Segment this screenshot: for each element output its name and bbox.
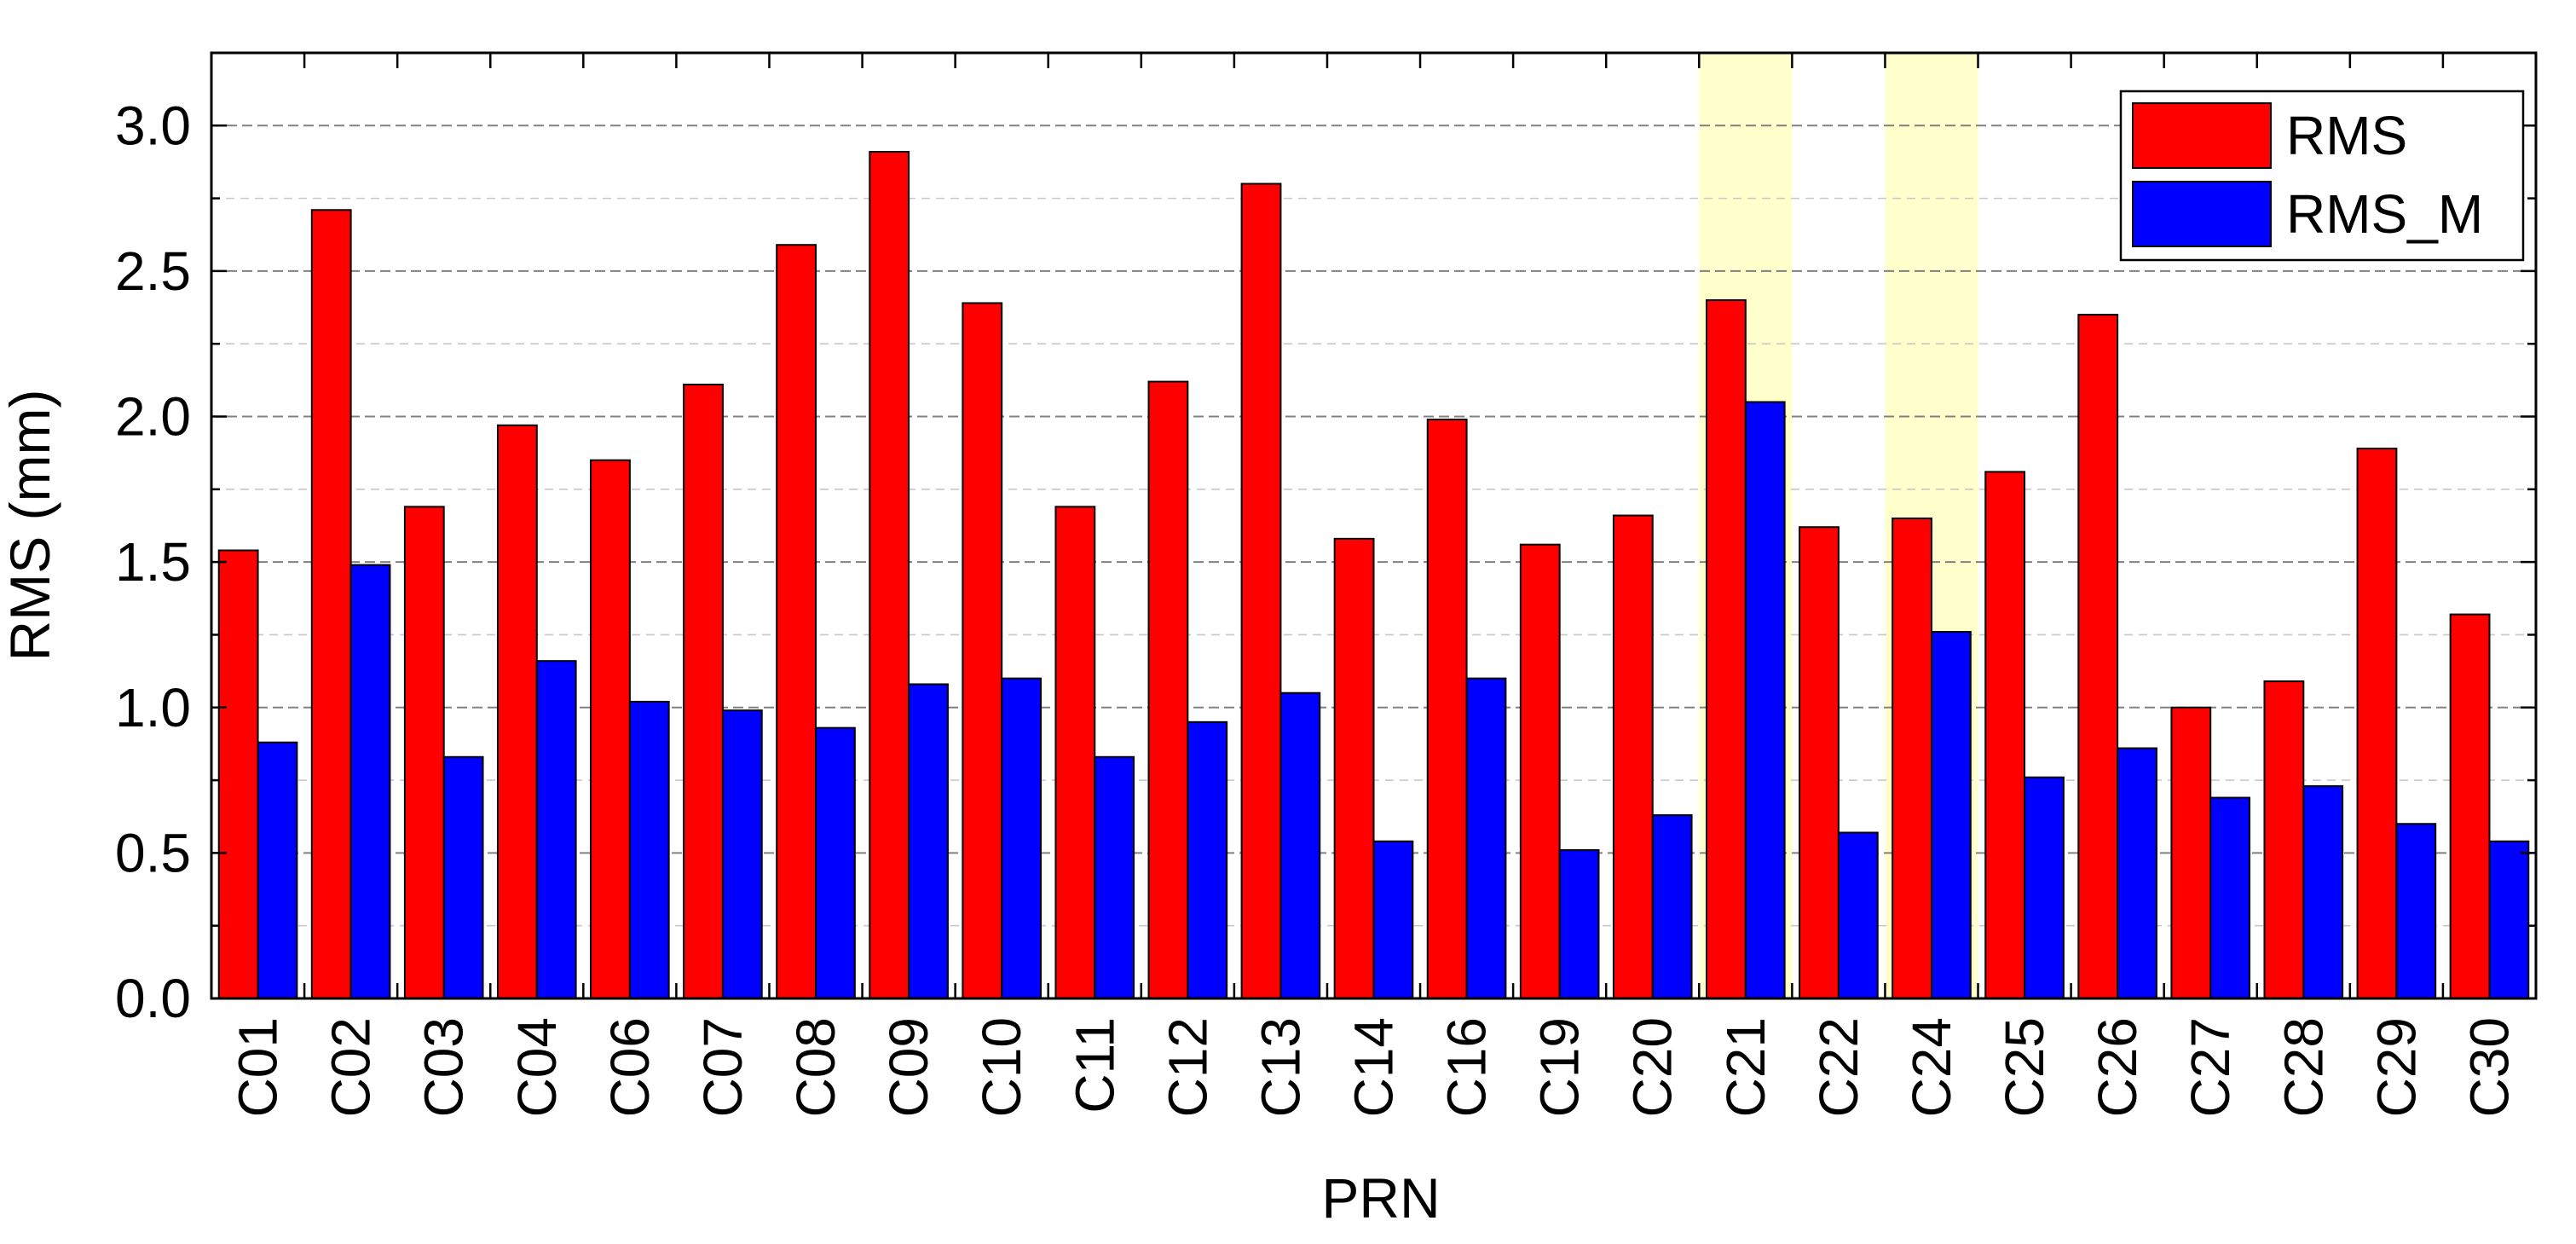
bar-rms-m-c12 — [1187, 720, 1228, 999]
bar-rms-c13 — [1240, 182, 1282, 1000]
bar-rms-m-c21 — [1744, 401, 1786, 999]
axis-ticks — [210, 51, 2538, 1000]
legend-label-rms-m: RMS_M — [2286, 183, 2483, 245]
bars — [217, 151, 2530, 1000]
bar-rms-c01 — [217, 549, 259, 999]
x-tick-label: C30 — [2458, 1017, 2520, 1117]
bar-rms-m-c20 — [1651, 814, 1693, 999]
bar-rms-m-c29 — [2395, 823, 2437, 999]
x-tick-label: C28 — [2273, 1017, 2334, 1117]
x-tick-label: C04 — [506, 1017, 568, 1117]
bar-rms-m-c02 — [349, 564, 391, 999]
bar-rms-m-c13 — [1279, 691, 1321, 999]
y-tick-label: 2.5 — [115, 240, 191, 302]
x-tick-label: C11 — [1064, 1017, 1125, 1114]
bar-rms-c03 — [403, 506, 445, 999]
x-tick-label: C06 — [599, 1017, 661, 1117]
x-tick-label: C21 — [1715, 1017, 1776, 1117]
bar-rms-m-c06 — [628, 700, 670, 1000]
bar-rms-m-c28 — [2302, 784, 2344, 1000]
bar-rms-c10 — [962, 302, 1003, 1000]
x-axis-label: PRN — [1321, 1166, 1440, 1230]
bar-rms-c12 — [1147, 380, 1189, 999]
x-tick-label: C29 — [2365, 1017, 2427, 1117]
bar-rms-m-c30 — [2488, 840, 2530, 1000]
bar-rms-m-c27 — [2209, 796, 2251, 1000]
bar-rms-c26 — [2077, 314, 2119, 1000]
plot-frame — [210, 51, 2538, 1000]
legend-label-rms: RMS — [2286, 105, 2407, 166]
bar-rms-m-c11 — [1094, 755, 1135, 999]
y-tick-label: 2.0 — [115, 386, 191, 448]
y-tick-label: 3.0 — [115, 95, 191, 156]
bar-rms-c08 — [776, 244, 817, 1000]
bar-rms-c20 — [1612, 514, 1654, 999]
bar-rms-m-c09 — [908, 683, 949, 999]
bar-rms-m-c10 — [1001, 677, 1042, 1000]
x-tick-label: C24 — [1901, 1017, 1962, 1117]
legend-swatch-rms — [2132, 102, 2272, 169]
bar-rms-m-c25 — [2024, 776, 2065, 999]
bar-rms-m-c14 — [1372, 840, 1414, 1000]
x-tick-label: C01 — [228, 1017, 289, 1117]
bar-rms-c19 — [1519, 543, 1561, 999]
bar-rms-c29 — [2356, 448, 2398, 999]
x-tick-label: C02 — [321, 1017, 382, 1117]
bar-rms-c11 — [1054, 506, 1096, 999]
bar-rms-c25 — [1984, 471, 2026, 999]
bar-rms-c27 — [2170, 706, 2212, 999]
bar-rms-c02 — [310, 209, 352, 1000]
x-tick-label: C25 — [1994, 1017, 2055, 1117]
bar-rms-c24 — [1892, 517, 1932, 999]
bar-rms-c04 — [496, 424, 538, 999]
y-tick-labels: 0.0 0.5 1.0 1.5 2.0 2.5 3.0 — [115, 95, 191, 1029]
x-tick-labels: C01 C02 C03 C04 C06 C07 C08 C09 C10 C11 C12 C13 C14 C… — [228, 1017, 2521, 1117]
legend-swatch-rms-m — [2132, 181, 2272, 247]
x-tick-label: C19 — [1529, 1017, 1591, 1117]
bar-rms-m-c24 — [1930, 631, 1972, 1000]
x-tick-label: C09 — [878, 1017, 939, 1117]
bar-rms-m-c08 — [815, 726, 856, 999]
x-tick-label: C14 — [1343, 1017, 1405, 1117]
bar-rms-c16 — [1426, 418, 1468, 1000]
bar-rms-m-c01 — [257, 741, 298, 999]
y-axis-label: RMS (mm) — [0, 390, 61, 662]
x-tick-label: C22 — [1808, 1017, 1869, 1117]
x-tick-label: C13 — [1250, 1017, 1311, 1117]
x-tick-label: C20 — [1622, 1017, 1684, 1117]
bar-rms-c22 — [1799, 526, 1840, 999]
x-tick-label: C07 — [692, 1017, 754, 1117]
x-tick-label: C12 — [1157, 1017, 1218, 1117]
bar-rms-m-c16 — [1465, 677, 1507, 1000]
bar-rms-c21 — [1706, 299, 1747, 999]
y-tick-label: 1.5 — [115, 531, 191, 593]
legend: RMS RMS_M — [2119, 90, 2525, 262]
y-tick-label: 1.0 — [115, 677, 191, 738]
bar-rms-m-c22 — [1837, 831, 1879, 1000]
x-tick-label: C08 — [785, 1017, 846, 1117]
bar-rms-m-c03 — [442, 755, 484, 999]
bar-rms-c07 — [683, 384, 724, 1000]
x-tick-label: C26 — [2087, 1017, 2148, 1117]
bar-rms-c06 — [590, 459, 631, 999]
bar-rms-m-c07 — [721, 709, 763, 999]
bar-rms-c09 — [869, 151, 910, 1000]
y-tick-label: 0.0 — [115, 968, 191, 1029]
bar-rms-m-c26 — [2117, 747, 2157, 1000]
x-tick-label: C10 — [971, 1017, 1032, 1117]
x-tick-label: C16 — [1436, 1017, 1498, 1117]
bar-rms-c28 — [2263, 680, 2305, 999]
bar-rms-c14 — [1333, 537, 1375, 999]
bar-rms-c30 — [2449, 613, 2491, 999]
bar-rms-m-c04 — [535, 660, 577, 999]
x-tick-label: C27 — [2180, 1017, 2241, 1117]
bar-rms-m-c19 — [1558, 848, 1600, 999]
y-tick-label: 0.5 — [115, 822, 191, 883]
x-tick-label: C03 — [413, 1017, 475, 1117]
